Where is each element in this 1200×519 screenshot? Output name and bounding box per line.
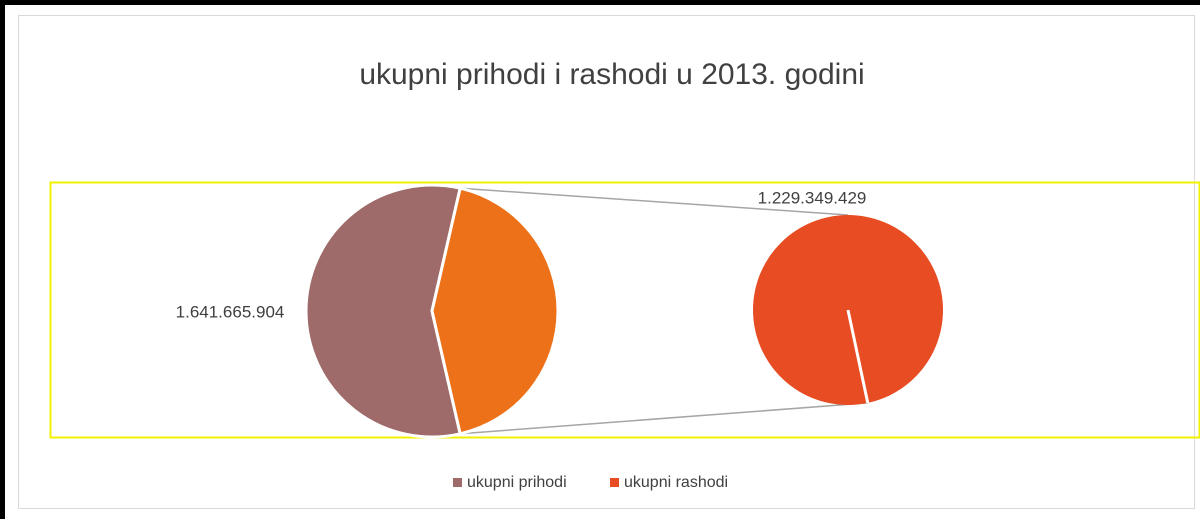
legend-label: ukupni prihodi (467, 474, 567, 491)
legend-swatch (453, 478, 462, 487)
data-label: 1.641.665.904 (176, 302, 285, 321)
legend-label: ukupni rashodi (624, 474, 728, 491)
chart-title: ukupni prihodi i rashodi u 2013. godini (359, 58, 864, 91)
connector-line (460, 187, 849, 216)
legend-swatch (610, 478, 619, 487)
chart-area (18, 15, 1195, 509)
data-label: 1.229.349.429 (758, 188, 867, 207)
pie-slice (304, 183, 462, 439)
marks: 1.641.665.904 1.229.349.429 ukupni prihodi… (176, 183, 943, 491)
connector-line (460, 402, 868, 435)
slice-separator (846, 309, 870, 404)
pie-slice (430, 186, 560, 436)
